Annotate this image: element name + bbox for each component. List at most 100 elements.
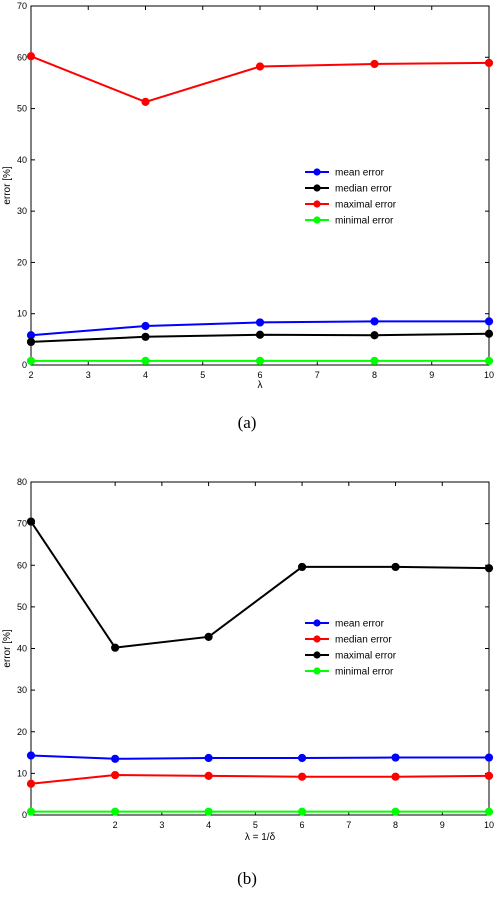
legend-label: minimal error	[335, 216, 394, 227]
x-tick-label: 4	[143, 370, 148, 380]
x-tick-label: 9	[440, 820, 445, 830]
data-point	[26, 356, 36, 365]
data-point	[204, 807, 213, 816]
data-point	[111, 807, 120, 816]
data-point	[255, 356, 265, 365]
legend-label: median error	[335, 635, 392, 646]
plot-frame	[30, 5, 490, 366]
data-point	[391, 807, 400, 816]
x-tick-label: 7	[346, 820, 351, 830]
y-tick-label: 80	[17, 477, 27, 487]
data-point	[484, 317, 494, 326]
data-point	[204, 753, 213, 763]
data-point	[204, 771, 213, 780]
data-point	[26, 331, 36, 340]
panel-label-a: (a)	[238, 413, 257, 432]
legend-marker	[313, 184, 321, 192]
y-axis-label: error [%]	[2, 166, 13, 205]
y-tick-label: 10	[17, 768, 27, 778]
data-point	[26, 807, 36, 816]
legend-marker	[313, 635, 321, 643]
x-tick-label: 2	[28, 370, 33, 380]
panel-label-b: (b)	[237, 869, 257, 888]
data-point	[297, 772, 307, 781]
data-point	[141, 332, 150, 341]
data-point	[26, 517, 36, 526]
y-tick-label: 70	[17, 519, 27, 529]
y-tick-label: 0	[22, 810, 27, 820]
data-point	[391, 772, 400, 781]
legend-label: mean error	[335, 168, 385, 179]
data-point	[255, 62, 265, 71]
y-tick-label: 10	[17, 309, 27, 319]
chart-b: 2 3 4 5 6 7 8 9 10 0 10 20 30 40 50 60 70 80 λ = 1/δ error …	[2, 477, 494, 843]
data-point	[484, 329, 494, 338]
x-tick-label: 3	[159, 820, 164, 830]
y-tick-label: 20	[17, 257, 27, 267]
data-point	[297, 807, 307, 816]
x-tick-label: 9	[429, 370, 434, 380]
data-point	[391, 753, 400, 762]
x-tick-label: 4	[206, 820, 211, 830]
plot-frame	[30, 481, 490, 816]
y-tick-label: 40	[17, 644, 27, 654]
y-tick-label: 0	[22, 360, 27, 370]
data-point	[484, 807, 494, 816]
x-tick-label: 8	[372, 370, 377, 380]
x-tick-label: 5	[253, 820, 258, 830]
legend-marker	[313, 168, 321, 176]
legend-marker	[313, 200, 321, 208]
data-point	[370, 59, 379, 69]
legend-marker	[313, 667, 321, 675]
data-point	[141, 356, 150, 365]
data-point	[370, 331, 379, 340]
chart-a: 2 3 4 5 6 7 8 9 10 0 10 20 30 40 50 60 70 λ error [%] mean …	[2, 1, 494, 391]
legend-marker	[313, 619, 321, 627]
data-point	[26, 751, 36, 760]
y-tick-label: 70	[17, 1, 27, 11]
data-point	[370, 356, 379, 365]
legend-marker	[313, 216, 321, 224]
x-tick-label: 10	[484, 820, 494, 830]
y-tick-label: 30	[17, 206, 27, 216]
legend-label: median error	[335, 184, 392, 195]
x-tick-label: 10	[484, 370, 494, 380]
data-point	[297, 562, 307, 572]
data-point	[111, 770, 120, 780]
data-point	[26, 779, 36, 788]
data-point	[111, 754, 120, 763]
legend-marker	[313, 651, 321, 659]
data-point	[484, 771, 494, 780]
x-tick-label: 2	[113, 820, 118, 830]
data-point	[204, 632, 213, 641]
x-tick-label: 6	[300, 820, 305, 830]
x-tick-label: 7	[315, 370, 320, 380]
series-line	[30, 774, 490, 785]
x-tick-label: 8	[393, 820, 398, 830]
series-line	[30, 520, 490, 649]
y-axis-label: error [%]	[2, 629, 13, 668]
data-point	[141, 321, 150, 331]
data-point	[26, 337, 36, 347]
data-point	[141, 97, 150, 107]
data-point	[255, 330, 265, 339]
legend-label: mean error	[335, 619, 385, 630]
x-tick-label: 5	[200, 370, 205, 380]
y-tick-label: 40	[17, 155, 27, 165]
y-tick-label: 60	[17, 52, 27, 62]
x-tick-label: 3	[86, 370, 91, 380]
y-tick-label: 60	[17, 560, 27, 570]
y-tick-label: 50	[17, 602, 27, 612]
legend-label: maximal error	[335, 651, 397, 662]
data-point	[255, 318, 265, 327]
legend-label: maximal error	[335, 200, 397, 211]
legend-label: minimal error	[335, 667, 394, 678]
y-tick-label: 20	[17, 727, 27, 737]
x-axis-label: λ = 1/δ	[245, 832, 276, 843]
data-point	[111, 643, 120, 652]
data-point	[484, 356, 494, 365]
y-tick-label: 30	[17, 685, 27, 695]
data-point	[391, 562, 400, 572]
data-point	[484, 564, 494, 573]
